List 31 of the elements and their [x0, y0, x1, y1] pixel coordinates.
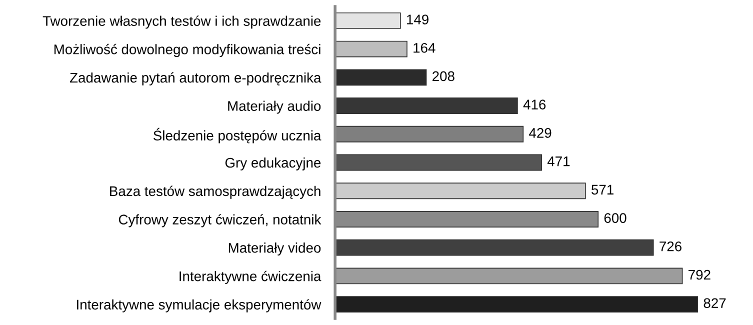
- bar: [335, 98, 518, 114]
- y-tick-label: Interaktywne ćwiczenia: [180, 270, 322, 284]
- y-tick-label: Zadawanie pytań autorom e-podręcznika: [70, 72, 322, 86]
- y-tick-label: Śledzenie postępów ucznia: [154, 128, 322, 144]
- y-tick-label: Gry edukacyjne: [225, 157, 321, 170]
- y-tick-label: Cyfrowy zeszyt ćwiczeń, notatnik: [118, 214, 322, 228]
- bar: [335, 40, 408, 58]
- data-label: 416: [523, 100, 546, 110]
- data-label: 726: [660, 241, 682, 252]
- data-label: 149: [407, 14, 428, 24]
- data-label: 827: [704, 298, 726, 308]
- bar: [335, 239, 654, 256]
- y-tick-label: Materiały video: [228, 242, 321, 256]
- data-label: 164: [414, 42, 436, 53]
- data-label: 600: [604, 213, 626, 223]
- data-label: 571: [592, 184, 614, 195]
- y-tick-label: Tworzenie własnych testów i ich sprawdzanie: [42, 16, 321, 29]
- data-label: 792: [688, 270, 710, 280]
- data-label: 208: [432, 71, 454, 82]
- bar: [335, 69, 427, 86]
- bar: [335, 154, 542, 171]
- y-tick-label: Baza testów samosprawdzających: [110, 186, 320, 199]
- y-tick-label: Interaktywne symulacje eksperymentów: [77, 299, 322, 312]
- bar: [335, 296, 698, 313]
- y-tick-label: Materiały audio: [228, 100, 321, 114]
- bar: [335, 182, 586, 200]
- y-tick-label: Możliwość dowolnego modyfikowania treści: [54, 44, 320, 58]
- data-label: 429: [529, 128, 552, 138]
- bar: [335, 268, 683, 284]
- bar: [335, 12, 401, 29]
- data-label: 471: [547, 156, 570, 166]
